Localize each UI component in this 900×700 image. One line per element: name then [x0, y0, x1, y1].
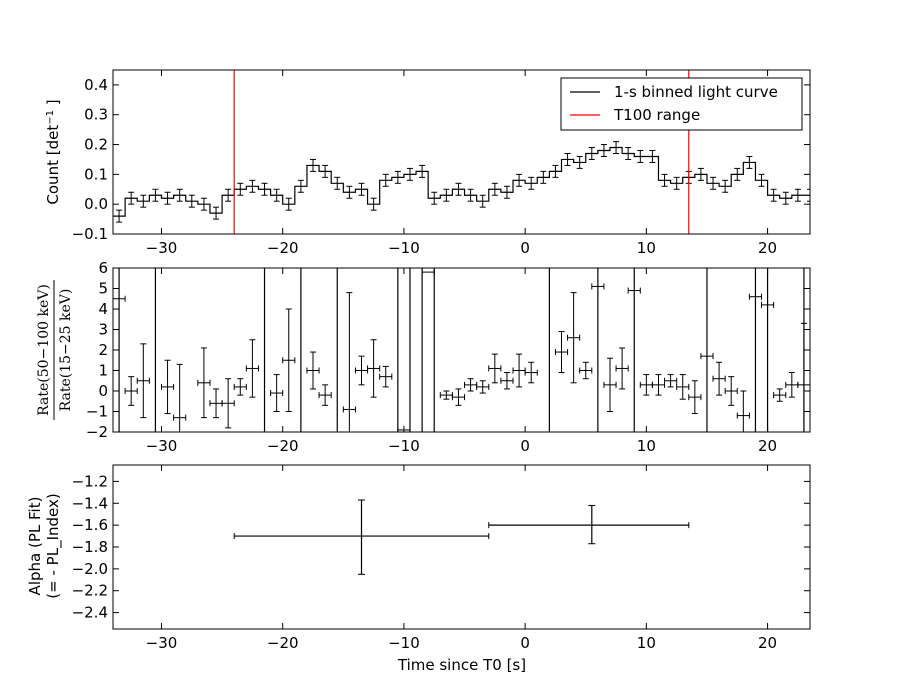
hardness-ratio-marks	[113, 268, 810, 432]
light-curve-ylabel: Count [det−1 ]	[44, 99, 62, 204]
light-curve-xtick-label: 0	[520, 239, 530, 257]
hardness-ratio-ytick-label: 1	[98, 362, 108, 380]
light-curve-ticks: −30 −20 −10 0 10 20 −0.1 0.0 0.1 0.2 0.3 0.4	[72, 70, 810, 257]
hardness-ratio-ytick-label: 4	[98, 300, 108, 318]
hardness-ratio-ylabel-numerator: Rate(50−100 keV)	[36, 284, 52, 416]
legend-label-light-curve: 1-s binned light curve	[614, 83, 778, 101]
hardness-ratio-ytick-label: 0	[98, 382, 108, 400]
alpha-ytick-label: −2.4	[72, 604, 108, 622]
legend-label-t100: T100 range	[613, 106, 700, 124]
light-curve-ytick-label: 0.0	[84, 195, 108, 213]
light-curve-ytick-label: 0.3	[84, 106, 108, 124]
alpha-xtick-label: −30	[146, 634, 178, 652]
hardness-ratio-ytick-label: −2	[86, 423, 108, 441]
hardness-ratio-ytick-label: 3	[98, 321, 108, 339]
legend-box	[560, 77, 803, 131]
alpha-xtick-label: 20	[758, 634, 777, 652]
light-curve-xtick-label: −10	[388, 239, 420, 257]
light-curve-xtick-label: 20	[758, 239, 777, 257]
light-curve-marks	[113, 70, 810, 234]
light-curve-xtick-label: −30	[146, 239, 178, 257]
alpha-ytick-label: −1.8	[72, 538, 108, 556]
light-curve-ytick-label: −0.1	[72, 225, 108, 243]
hardness-ratio-xtick-label: 10	[637, 437, 656, 455]
hardness-ratio-xtick-label: 20	[758, 437, 777, 455]
alpha-panel: −30 −20 −10 0 10 20 −2.4 −2.2 −2.0 −1.8 −1.6 −1.4 −1…	[26, 464, 811, 674]
light-curve-xtick-label: −20	[267, 239, 299, 257]
alpha-ytick-label: −2.0	[72, 560, 108, 578]
alpha-ytick-label: −1.4	[72, 494, 108, 512]
light-curve-xtick-label: 10	[637, 239, 656, 257]
alpha-ytick-label: −1.6	[72, 516, 108, 534]
hardness-ratio-ytick-label: −1	[86, 403, 108, 421]
light-curve-frame	[112, 69, 811, 235]
alpha-ylabel-line2: (= - PL_Index)	[44, 493, 63, 598]
hardness-ratio-xtick-label: −30	[146, 437, 178, 455]
light-curve-ytick-label: 0.1	[84, 165, 108, 183]
hardness-ratio-ylabel: Rate(50−100 keV) Rate(15−25 keV)	[36, 280, 74, 420]
light-curve-ytick-label: 0.4	[84, 76, 108, 94]
alpha-xtick-label: −10	[388, 634, 420, 652]
alpha-ylabel-line1: Alpha (PL Fit)	[26, 497, 44, 596]
hardness-ratio-xtick-label: 0	[520, 437, 530, 455]
alpha-xtick-label: −20	[267, 634, 299, 652]
hardness-ratio-ytick-label: 6	[98, 259, 108, 277]
hardness-ratio-ytick-label: 2	[98, 341, 108, 359]
hardness-ratio-xtick-label: −10	[388, 437, 420, 455]
light-curve-panel: −30 −20 −10 0 10 20 −0.1 0.0 0.1 0.2 0.3 0.4 Count …	[44, 69, 811, 257]
alpha-ticks: −30 −20 −10 0 10 20 −2.4 −2.2 −2.0 −1.8 −1.6 −1.4 −1…	[72, 465, 810, 652]
hardness-ratio-ytick-label: 5	[98, 280, 108, 298]
hardness-ratio-ylabel-denominator: Rate(15−25 keV)	[58, 289, 74, 412]
alpha-marks	[233, 499, 690, 575]
alpha-xtick-label: 0	[520, 634, 530, 652]
alpha-xtick-label: 10	[637, 634, 656, 652]
alpha-xlabel: Time since T0 [s]	[397, 656, 526, 674]
legend: 1-s binned light curve T100 range	[560, 77, 803, 131]
alpha-ytick-label: −2.2	[72, 582, 108, 600]
light-curve-ytick-label: 0.2	[84, 136, 108, 154]
hardness-ratio-xtick-label: −20	[267, 437, 299, 455]
alpha-ytick-label: −1.2	[72, 472, 108, 490]
